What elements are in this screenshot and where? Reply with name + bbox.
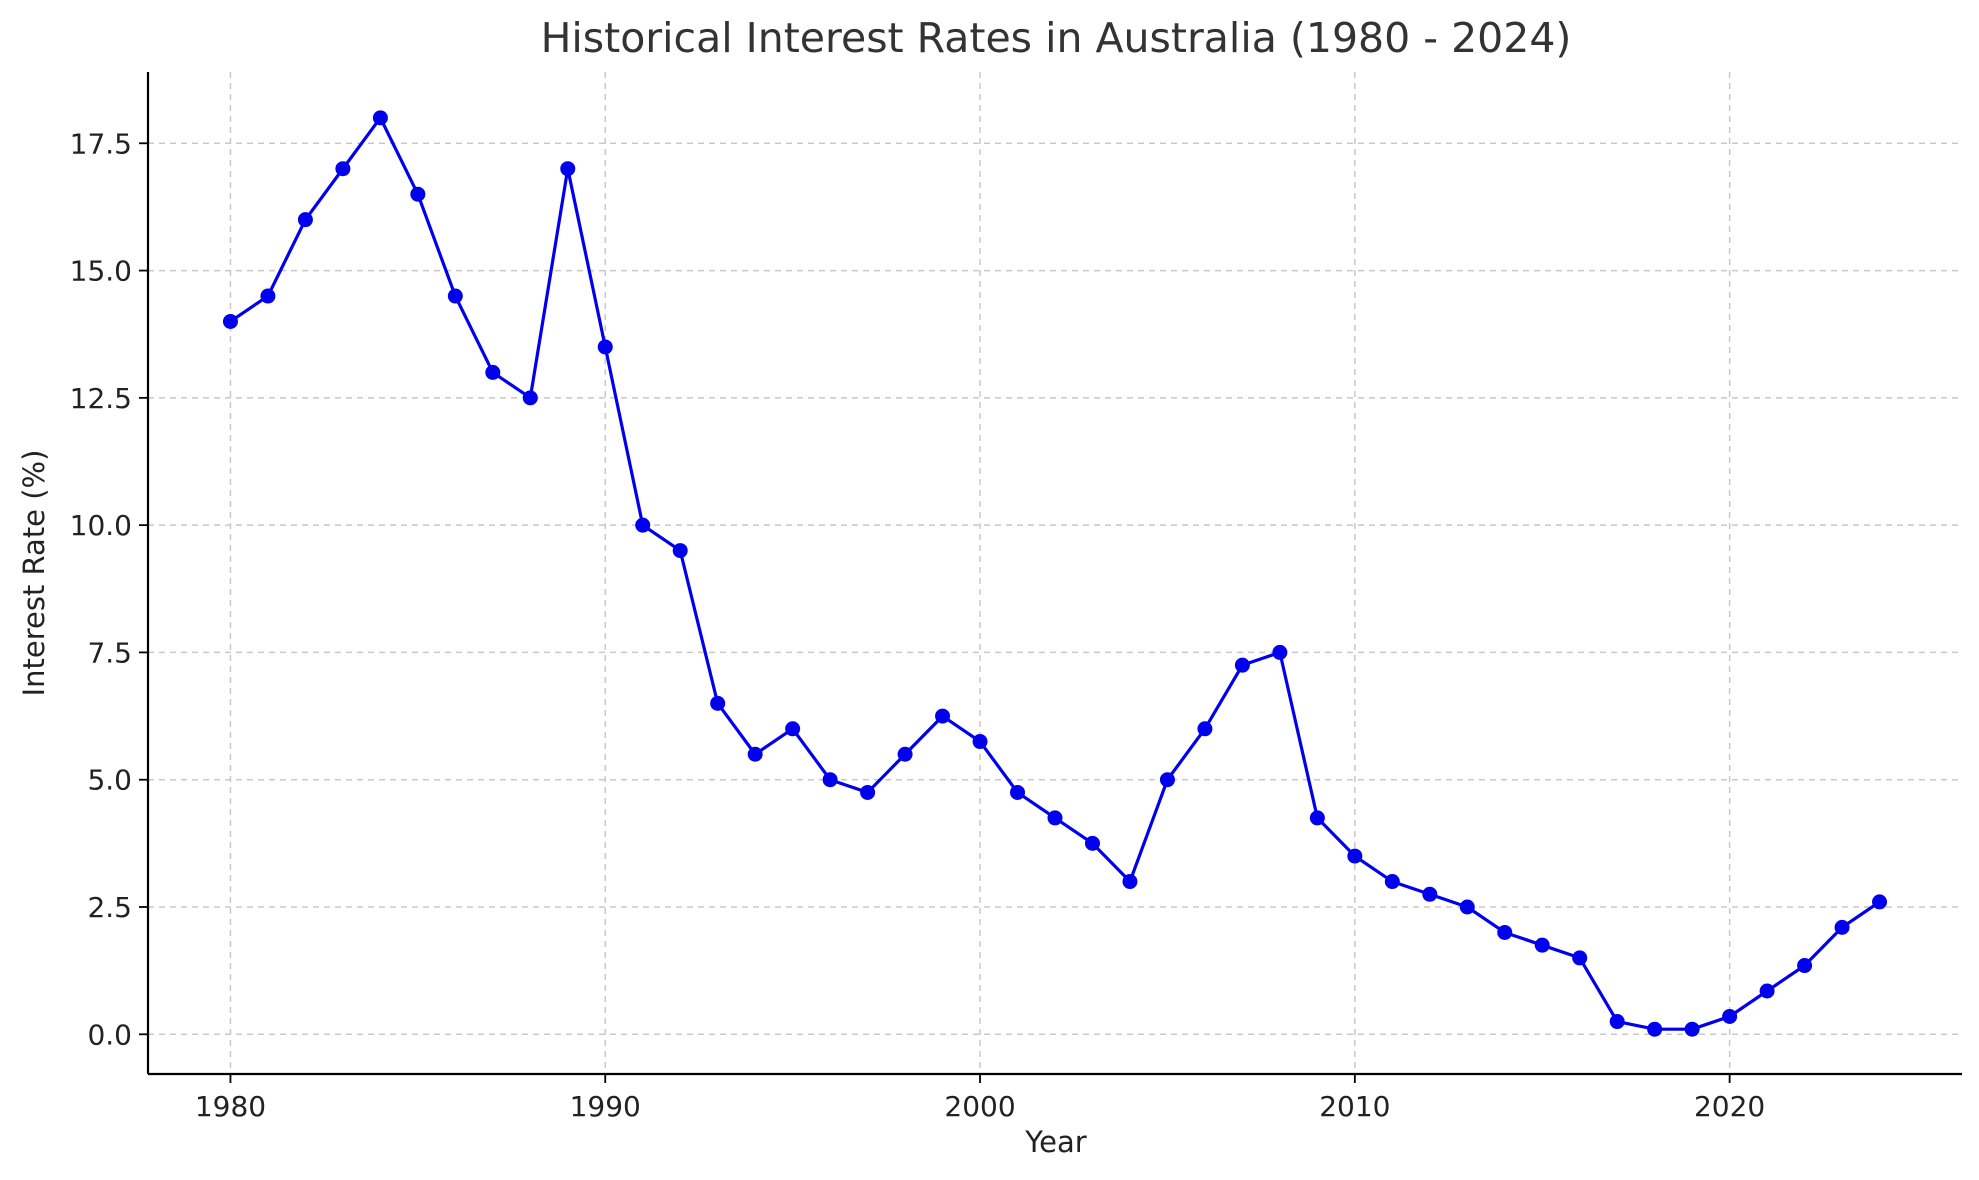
data-point-1995 (785, 721, 801, 737)
y-tick-label: 0.0 (87, 1018, 132, 1051)
data-point-1996 (822, 772, 838, 788)
x-tick-label: 1990 (570, 1090, 641, 1123)
chart-title: Historical Interest Rates in Australia (… (541, 14, 1572, 62)
data-point-2001 (1010, 784, 1026, 800)
data-point-2012 (1422, 886, 1438, 902)
data-point-1983 (335, 161, 351, 177)
x-axis-label: Year (1024, 1125, 1086, 1159)
data-point-1989 (560, 161, 576, 177)
data-point-2020 (1722, 1008, 1738, 1024)
y-tick-label: 12.5 (70, 382, 132, 415)
y-tick-label: 7.5 (87, 636, 132, 669)
y-tick-label: 5.0 (87, 764, 132, 797)
x-tick-label: 2010 (1319, 1090, 1390, 1123)
y-tick-label: 2.5 (87, 891, 132, 924)
data-point-1987 (485, 364, 501, 380)
data-point-2007 (1234, 657, 1250, 673)
data-point-1992 (672, 543, 688, 559)
data-point-2022 (1797, 958, 1813, 974)
data-point-2017 (1609, 1014, 1625, 1030)
data-point-1980 (222, 313, 238, 329)
ticks: 0.0 2.5 5.0 7.5 10.0 12.5 15.0 17.5 1980 1990 2000… (70, 127, 1766, 1123)
data-point-1990 (597, 339, 613, 355)
data-point-1981 (260, 288, 276, 304)
data-point-2011 (1384, 874, 1400, 890)
data-point-2015 (1534, 937, 1550, 953)
data-point-2000 (972, 734, 988, 750)
data-point-2019 (1684, 1021, 1700, 1037)
data-point-2016 (1572, 950, 1588, 966)
data-point-1998 (897, 746, 913, 762)
data-point-1993 (710, 695, 726, 711)
data-point-1986 (447, 288, 463, 304)
data-point-2005 (1159, 772, 1175, 788)
y-tick-label: 17.5 (70, 127, 132, 160)
y-tick-label: 15.0 (70, 255, 132, 288)
data-point-2018 (1647, 1021, 1663, 1037)
data-point-2003 (1084, 835, 1100, 851)
data-point-1994 (747, 746, 763, 762)
data-point-2004 (1122, 874, 1138, 890)
y-tick-label: 10.0 (70, 509, 132, 542)
x-tick-label: 2000 (944, 1090, 1015, 1123)
data-point-2013 (1459, 899, 1475, 915)
data-point-2002 (1047, 810, 1063, 826)
data-point-1988 (522, 390, 538, 406)
data-point-2021 (1759, 983, 1775, 999)
data-point-2023 (1834, 919, 1850, 935)
data-point-2014 (1497, 924, 1513, 940)
data-point-2008 (1272, 644, 1288, 660)
data-point-2010 (1347, 848, 1363, 864)
x-tick-label: 2020 (1694, 1090, 1765, 1123)
data-point-1985 (410, 186, 426, 202)
data-point-2006 (1197, 721, 1213, 737)
x-tick-label: 1980 (195, 1090, 266, 1123)
data-point-1982 (297, 212, 313, 228)
grid (148, 72, 1962, 1074)
data-point-2009 (1309, 810, 1325, 826)
data-point-1997 (860, 784, 876, 800)
y-axis-label: Interest Rate (%) (17, 450, 51, 697)
series (222, 110, 1888, 1037)
data-point-2024 (1872, 894, 1888, 910)
data-point-1999 (935, 708, 951, 724)
data-point-1991 (635, 517, 651, 533)
data-point-1984 (372, 110, 388, 126)
